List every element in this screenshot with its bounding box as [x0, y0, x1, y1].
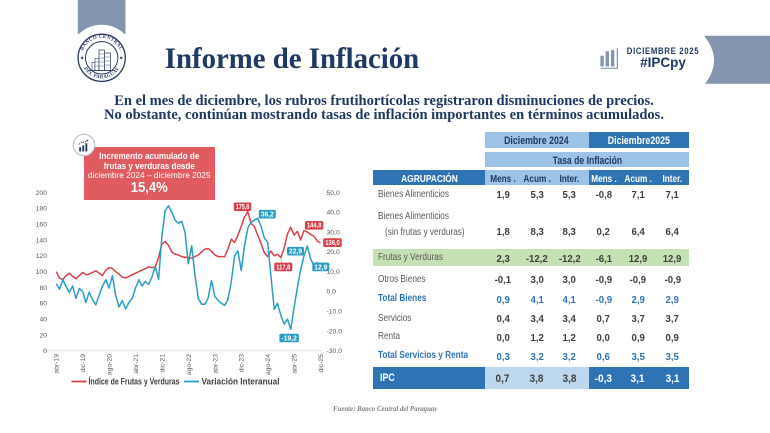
svg-text:60: 60 [39, 301, 47, 308]
svg-text:50,0: 50,0 [327, 190, 340, 197]
svg-text:30,0: 30,0 [327, 229, 340, 236]
svg-text:-20,0: -20,0 [327, 328, 343, 335]
svg-text:20,0: 20,0 [327, 249, 340, 256]
svg-text:ago-22: ago-22 [186, 354, 193, 375]
svg-text:140: 140 [36, 237, 48, 244]
svg-text:Índice de Frutas y Verduras: Índice de Frutas y Verduras [89, 376, 180, 386]
svg-text:0: 0 [43, 348, 47, 355]
svg-text:abr-23: abr-23 [212, 354, 219, 374]
svg-text:ago-24: ago-24 [265, 354, 272, 375]
svg-text:180: 180 [36, 206, 48, 213]
svg-text:dic-23: dic-23 [239, 354, 246, 373]
svg-text:-30,0: -30,0 [327, 348, 343, 355]
svg-text:-10,0: -10,0 [327, 309, 343, 316]
svg-text:40,0: 40,0 [327, 210, 340, 217]
svg-text:117,8: 117,8 [276, 262, 290, 271]
svg-text:80: 80 [39, 285, 47, 292]
svg-text:abr-25: abr-25 [292, 354, 299, 374]
svg-text:175,8: 175,8 [236, 202, 250, 211]
svg-text:160: 160 [36, 222, 48, 229]
svg-text:22,9: 22,9 [289, 247, 302, 256]
svg-text:100: 100 [36, 269, 48, 276]
svg-text:200: 200 [36, 190, 48, 197]
svg-text:dic-25: dic-25 [318, 354, 325, 373]
svg-text:ago-20: ago-20 [107, 354, 114, 375]
svg-text:-19,2: -19,2 [281, 333, 297, 342]
svg-text:12,9: 12,9 [314, 262, 327, 271]
svg-text:136,0: 136,0 [325, 238, 340, 247]
svg-text:20: 20 [39, 332, 47, 339]
svg-text:10,0: 10,0 [327, 269, 340, 276]
svg-text:0,0: 0,0 [327, 289, 337, 296]
svg-text:dic-21: dic-21 [159, 354, 166, 373]
svg-text:Variación Interanual: Variación Interanual [202, 376, 280, 386]
svg-text:40: 40 [39, 316, 47, 323]
svg-text:abr-21: abr-21 [133, 354, 140, 374]
svg-text:dic-19: dic-19 [80, 354, 87, 373]
svg-text:120: 120 [36, 253, 48, 260]
svg-text:abr-19: abr-19 [54, 354, 61, 374]
svg-text:36,2: 36,2 [261, 210, 274, 219]
svg-text:144,8: 144,8 [307, 221, 322, 230]
